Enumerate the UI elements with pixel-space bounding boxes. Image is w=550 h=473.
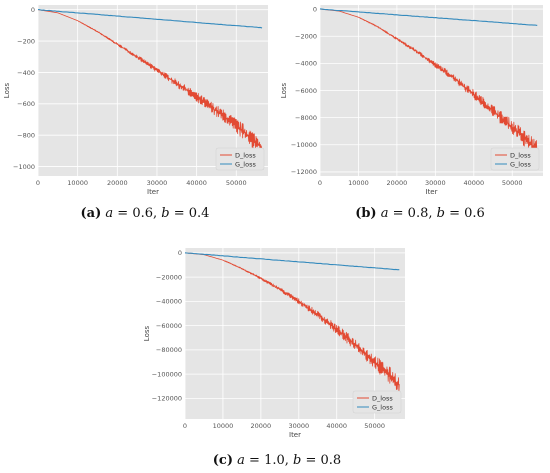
chart2-legend-label: D_loss: [372, 394, 393, 402]
chart0-x-tick-label: 50000: [226, 179, 247, 187]
chart-panel-a: 0 10000 20000 30000 40000 50000 0 −200 −400 −600 −…: [0, 0, 275, 200]
caption-c-tag: (c): [212, 453, 233, 468]
chart1-x-tick-label: 10000: [348, 179, 369, 187]
chart1-x-tick-label: 20000: [387, 179, 408, 187]
chart1-y-tick-label: −12000: [291, 168, 317, 176]
chart0-x-tick-label: 40000: [186, 179, 207, 187]
chart1-x-tick-label: 40000: [463, 179, 484, 187]
chart0-x-tick-label: 30000: [147, 179, 168, 187]
caption-b-param-b: b: [436, 206, 445, 221]
chart2-x-tick-label: 30000: [288, 422, 309, 430]
chart2-plot-area: [185, 248, 405, 419]
chart0-series-d-loss: [37, 9, 263, 153]
chart2-y-tick-label: −80000: [156, 346, 182, 354]
chart2-y-tick-label: −20000: [156, 273, 182, 281]
chart2-y-tick-label: −120000: [152, 395, 182, 403]
chart1-y-tick-label: −10000: [291, 141, 317, 149]
caption-a-a-value: 0.6: [132, 206, 154, 221]
chart-a: 0 10000 20000 30000 40000 50000 0 −200 −400 −600 −…: [3, 5, 268, 196]
chart-panel-c: 0 10000 20000 30000 40000 50000 0 −20000 −40000 −…: [137, 243, 412, 448]
chart2-y-tick-label: −100000: [152, 370, 182, 378]
chart2-x-tick-label: 0: [183, 422, 187, 430]
caption-a-param-a: a: [105, 206, 114, 221]
chart2-series-d-loss: [184, 252, 400, 393]
caption-a-b-value: 0.4: [188, 206, 210, 221]
chart1-legend-label: G_loss: [510, 160, 531, 168]
chart0-legend-label: G_loss: [235, 160, 256, 168]
chart0-y-tick-label: 0: [31, 6, 35, 14]
chart0-y-tick-label: −600: [17, 100, 35, 108]
chart1-y-axis-label: Loss: [280, 82, 288, 98]
chart0-series-g-loss: [37, 9, 263, 29]
chart1-y-tick-label: −2000: [295, 33, 317, 41]
caption-c-a-value: 1.0: [264, 453, 285, 468]
chart-panel-b: 0 10000 20000 30000 40000 50000 0 −2000 −4000 −60…: [275, 0, 550, 200]
chart2-legend-label: G_loss: [372, 403, 393, 411]
caption-c-param-a: a: [237, 453, 245, 468]
caption-b-a-value: 0.8: [407, 206, 429, 221]
caption-b-tag: (b): [355, 206, 377, 221]
chart1-series-d-loss: [319, 8, 538, 156]
caption-c-param-b: b: [293, 453, 302, 468]
chart1-y-tick-label: −8000: [295, 114, 317, 122]
caption-c-b-value: 0.8: [320, 453, 342, 468]
chart0-y-tick-label: −800: [17, 132, 35, 140]
chart2-x-tick-label: 50000: [364, 422, 385, 430]
chart1-y-tick-label: −4000: [295, 60, 317, 68]
chart0-plot-area: [38, 5, 268, 176]
chart2-x-tick-label: 10000: [213, 422, 234, 430]
caption-c: (c) a = 1.0, b = 0.8: [212, 453, 342, 468]
chart1-legend-label: D_loss: [510, 151, 531, 159]
chart2-x-tick-label: 40000: [326, 422, 347, 430]
chart1-y-tick-label: 0: [313, 5, 317, 13]
chart0-legend-label: D_loss: [235, 151, 256, 159]
chart-b: 0 10000 20000 30000 40000 50000 0 −2000 −4000 −60…: [280, 5, 543, 196]
chart1-x-tick-label: 30000: [425, 179, 446, 187]
chart2-series-g-loss: [184, 252, 400, 271]
caption-a: (a) a = 0.6, b = 0.4: [80, 206, 210, 221]
chart-c: 0 10000 20000 30000 40000 50000 0 −20000 −40000 −…: [143, 248, 405, 439]
chart0-x-axis-label: Iter: [147, 188, 159, 196]
caption-b-param-a: a: [380, 206, 389, 221]
chart0-y-tick-label: −1000: [13, 163, 35, 171]
chart0-y-axis-label: Loss: [3, 82, 11, 98]
chart2-y-tick-label: −60000: [156, 322, 182, 330]
chart0-y-tick-label: −400: [17, 69, 35, 77]
chart0-x-tick-label: 10000: [67, 179, 88, 187]
chart2-x-tick-label: 20000: [251, 422, 272, 430]
chart0-y-tick-label: −200: [17, 37, 35, 45]
chart1-x-axis-label: Iter: [426, 188, 438, 196]
caption-b: (b) a = 0.8, b = 0.6: [355, 206, 485, 221]
chart2-y-axis-label: Loss: [143, 325, 151, 341]
chart2-y-tick-label: −40000: [156, 298, 182, 306]
caption-b-b-value: 0.6: [464, 206, 485, 221]
chart2-y-tick-label: 0: [178, 249, 182, 257]
caption-a-tag: (a): [80, 206, 102, 221]
chart1-y-tick-label: −6000: [295, 87, 317, 95]
chart1-x-tick-label: 50000: [502, 179, 523, 187]
chart0-x-tick-label: 20000: [107, 179, 128, 187]
chart1-x-tick-label: 0: [318, 179, 322, 187]
caption-a-param-b: b: [161, 206, 170, 221]
chart1-series-g-loss: [319, 8, 538, 26]
chart0-x-tick-label: 0: [36, 179, 40, 187]
chart2-x-axis-label: Iter: [289, 431, 301, 439]
